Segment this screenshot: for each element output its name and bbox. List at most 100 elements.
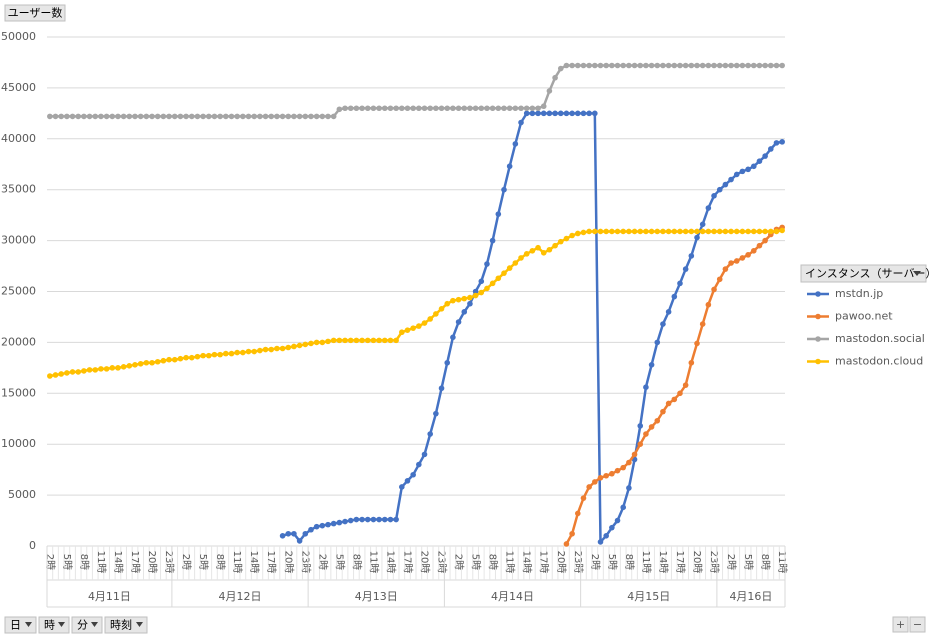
data-point	[416, 461, 422, 468]
data-point	[722, 266, 729, 272]
data-point	[381, 516, 388, 523]
data-point	[592, 479, 598, 485]
data-point	[416, 323, 422, 329]
data-point	[705, 228, 712, 235]
data-point	[433, 311, 439, 317]
data-point	[506, 105, 513, 112]
data-point	[353, 105, 360, 112]
data-point	[177, 355, 184, 362]
data-point	[620, 62, 627, 69]
data-point	[120, 113, 127, 120]
field-button[interactable]	[4, 616, 37, 634]
data-point	[404, 105, 411, 112]
dropdown-arrow	[913, 271, 921, 276]
data-point	[302, 341, 309, 348]
data-point	[109, 365, 116, 371]
data-point	[308, 340, 314, 347]
data-point	[603, 472, 609, 479]
data-point	[637, 228, 644, 235]
zoom-button[interactable]	[892, 616, 909, 633]
data-point	[410, 471, 416, 478]
day-label: 4月11日	[88, 590, 131, 603]
data-point	[450, 334, 456, 341]
data-point	[671, 293, 678, 300]
data-point	[308, 526, 314, 533]
y-tick-label: 25000	[1, 285, 36, 298]
data-point	[660, 62, 666, 69]
data-point	[574, 230, 581, 237]
data-point	[688, 359, 695, 366]
data-point	[370, 516, 377, 523]
series-line	[49, 64, 783, 118]
data-point	[643, 228, 649, 235]
legend-label: mastodon.social	[835, 332, 925, 345]
data-point	[671, 62, 678, 69]
data-point	[580, 495, 587, 501]
data-point	[512, 105, 519, 112]
x-tick-label: 11時	[231, 551, 243, 574]
data-point	[586, 110, 592, 117]
field-button[interactable]	[104, 616, 148, 634]
data-point	[540, 103, 547, 110]
data-point	[569, 110, 575, 117]
data-point	[353, 516, 360, 523]
data-point	[450, 105, 456, 112]
data-point	[733, 228, 740, 235]
x-tick-label: 17時	[129, 551, 141, 574]
data-point	[631, 62, 638, 69]
data-point	[171, 356, 178, 363]
data-point	[682, 382, 689, 388]
data-point	[223, 350, 229, 357]
data-point	[137, 113, 144, 120]
data-point	[484, 105, 490, 112]
data-point	[495, 105, 502, 112]
zoom-button[interactable]	[909, 616, 926, 633]
data-point	[563, 541, 570, 547]
x-tick-label: 20時	[146, 551, 158, 574]
data-point	[268, 346, 275, 353]
x-tick-label: 14時	[248, 551, 260, 574]
data-point	[313, 523, 320, 530]
field-button[interactable]	[71, 616, 103, 634]
x-tick-label: 5時	[197, 554, 209, 570]
field-button[interactable]	[4, 4, 66, 22]
data-point	[438, 105, 445, 112]
data-point	[188, 354, 195, 361]
field-button-label: 分	[77, 619, 88, 632]
data-point	[370, 337, 377, 344]
data-point	[506, 265, 513, 271]
data-point	[211, 113, 218, 120]
data-point	[762, 153, 768, 159]
data-point	[262, 113, 269, 120]
data-point	[518, 119, 524, 126]
data-point	[773, 228, 780, 235]
data-point	[455, 105, 462, 112]
data-point	[688, 228, 695, 235]
data-point	[342, 105, 348, 112]
legend-marker	[815, 358, 821, 365]
x-tick-label: 17時	[265, 551, 277, 574]
data-point	[728, 260, 734, 266]
legend-title-button[interactable]	[800, 264, 927, 283]
data-point	[535, 244, 541, 251]
data-point	[319, 339, 326, 346]
data-point	[779, 62, 785, 69]
data-point	[637, 423, 644, 429]
x-tick-label: 5時	[333, 554, 345, 570]
data-point	[614, 62, 621, 69]
data-point	[399, 484, 405, 490]
x-tick-label: 20時	[555, 551, 567, 574]
data-point	[677, 62, 683, 69]
x-tick-label: 2時	[725, 554, 737, 570]
data-point	[722, 181, 729, 188]
data-point	[240, 113, 246, 120]
data-point	[245, 113, 252, 120]
x-tick-label: 5時	[606, 554, 618, 570]
data-point	[98, 113, 104, 120]
data-point	[52, 113, 59, 120]
data-point	[478, 278, 485, 285]
data-point	[705, 301, 712, 308]
day-label: 4月15日	[627, 590, 670, 603]
field-button[interactable]	[38, 616, 70, 634]
